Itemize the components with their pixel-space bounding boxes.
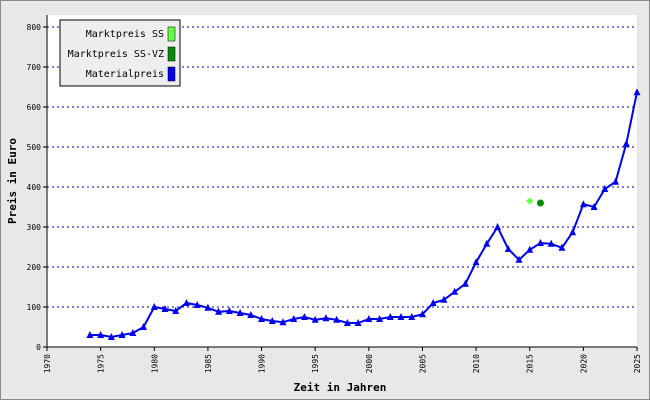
data-point [225,307,233,314]
data-point [193,301,201,308]
data-point [333,315,341,323]
data-point [472,258,480,266]
data-point [536,239,544,246]
data-point [150,303,158,310]
x-tick-label: 2020 [579,354,588,373]
data-point [161,305,169,312]
x-tick-label: 1995 [311,354,320,373]
data-point [268,317,276,324]
data-point [182,299,190,306]
data-point [526,197,534,205]
data-point [365,315,373,322]
data-point [504,245,512,252]
y-tick-label: 800 [27,23,42,32]
x-tick-label: 2015 [526,354,535,373]
data-point [579,200,587,208]
y-tick-label: 200 [27,263,42,272]
data-point [215,307,223,315]
data-point [290,315,298,322]
data-point [494,223,502,230]
y-tick-label: 0 [36,343,41,352]
data-point [322,314,330,322]
data-point [311,315,319,323]
data-point [279,318,287,326]
legend-label: Marktpreis SS [86,29,164,40]
data-point [429,299,437,306]
x-tick-label: 1980 [150,354,159,373]
y-tick-label: 100 [27,303,42,312]
legend-swatch [167,26,176,42]
y-tick-label: 300 [27,223,42,232]
x-tick-label: 1975 [97,354,106,373]
data-point [376,315,384,322]
data-point [622,139,630,147]
legend-box [59,19,181,87]
data-point [386,313,394,320]
y-tick-label: 700 [27,63,42,72]
data-point [633,88,641,96]
data-point [461,279,469,287]
data-point [172,307,180,314]
data-point [354,319,362,326]
data-point [129,329,137,336]
x-tick-label: 2025 [633,354,642,373]
data-point [204,303,212,311]
data-point [343,319,351,326]
y-tick-label: 400 [27,183,42,192]
data-point [258,315,266,322]
data-point [140,323,148,330]
data-point [483,239,491,247]
series-line [89,91,638,339]
data-point [612,177,620,185]
y-tick-label: 600 [27,103,42,112]
x-tick-label: 1970 [43,354,52,373]
data-point [451,287,459,295]
data-point [118,331,126,338]
data-point [236,309,244,316]
data-point [440,295,448,303]
legend-swatch [167,46,176,62]
data-point [408,313,416,320]
x-tick-label: 2005 [418,354,427,373]
x-tick-label: 2010 [472,354,481,373]
data-point [97,331,105,338]
data-point [558,243,566,251]
x-tick-label: 2000 [365,354,374,373]
data-point [107,333,115,340]
data-point [247,311,255,318]
x-tick-label: 1990 [258,354,267,373]
y-tick-label: 500 [27,143,42,152]
data-point [418,310,426,318]
legend-label: Marktpreis SS-VZ [68,49,164,60]
data-point [590,203,598,210]
x-axis-title: Zeit in Jahren [294,381,387,394]
legend-label: Materialpreis [86,69,164,80]
y-axis-title: Preis in Euro [6,138,19,224]
data-point [515,255,523,263]
x-tick-label: 1985 [204,354,213,373]
data-point [547,239,555,247]
data-point [86,331,94,338]
data-point [601,185,609,192]
data-point [526,245,534,253]
data-point [300,313,308,320]
data-point [536,199,544,207]
legend-swatch [167,66,176,82]
data-point [569,228,577,236]
data-point [397,313,405,320]
